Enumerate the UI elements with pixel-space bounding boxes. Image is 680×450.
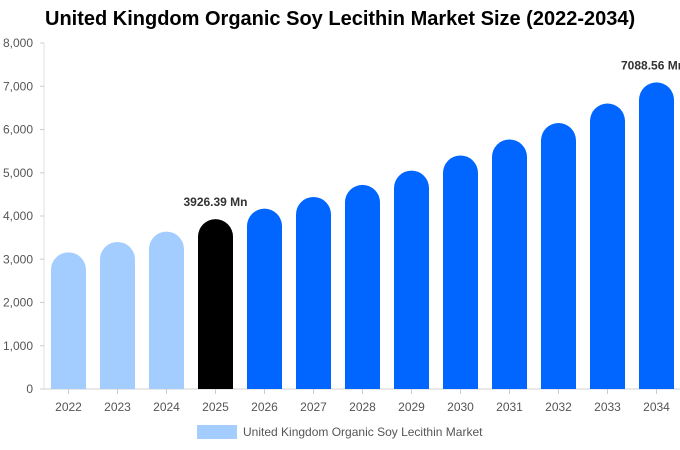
data-label-2034: 7088.56 Mn [621, 58, 680, 72]
bar-2028[interactable] [345, 184, 380, 389]
legend[interactable]: United Kingdom Organic Soy Lecithin Mark… [197, 425, 482, 439]
bar-2024[interactable] [149, 231, 184, 389]
x-tick-label: 2028 [349, 400, 376, 414]
y-tick-label: 7,000 [3, 79, 33, 93]
x-tick-label: 2033 [594, 400, 621, 414]
bar-2034[interactable] [639, 82, 674, 390]
legend-label: United Kingdom Organic Soy Lecithin Mark… [243, 425, 483, 439]
y-tick-label: 4,000 [3, 209, 33, 223]
bar-2031[interactable] [492, 139, 527, 389]
bar-2029[interactable] [394, 170, 429, 389]
x-tick-label: 2025 [202, 400, 229, 414]
bar-2026[interactable] [247, 208, 282, 389]
y-tick-label: 3,000 [3, 252, 33, 266]
bar-2030[interactable] [443, 155, 478, 389]
x-tick-label: 2029 [398, 400, 425, 414]
bar-2025[interactable] [198, 219, 233, 389]
x-tick-label: 2024 [153, 400, 180, 414]
x-tick-label: 2034 [643, 400, 670, 414]
x-tick-label: 2030 [447, 400, 474, 414]
legend-swatch [197, 425, 237, 439]
bar-2033[interactable] [590, 103, 625, 390]
y-tick-label: 5,000 [3, 166, 33, 180]
y-tick-label: 1,000 [3, 339, 33, 353]
bar-2022[interactable] [51, 252, 86, 389]
x-tick-label: 2032 [545, 400, 572, 414]
y-tick-label: 2,000 [3, 296, 33, 310]
data-label-2025: 3926.39 Mn [183, 195, 247, 209]
chart-title: United Kingdom Organic Soy Lecithin Mark… [45, 8, 636, 30]
y-tick-label: 6,000 [3, 123, 33, 137]
x-tick-label: 2027 [300, 400, 327, 414]
y-tick-label: 0 [26, 382, 33, 396]
x-tick-label: 2031 [496, 400, 523, 414]
bar-2027[interactable] [296, 196, 331, 389]
y-tick-label: 8,000 [3, 36, 33, 50]
x-tick-label: 2022 [55, 400, 82, 414]
bar-2032[interactable] [541, 123, 576, 389]
x-tick-label: 2026 [251, 400, 278, 414]
bar-2023[interactable] [100, 241, 135, 389]
x-tick-label: 2023 [104, 400, 131, 414]
